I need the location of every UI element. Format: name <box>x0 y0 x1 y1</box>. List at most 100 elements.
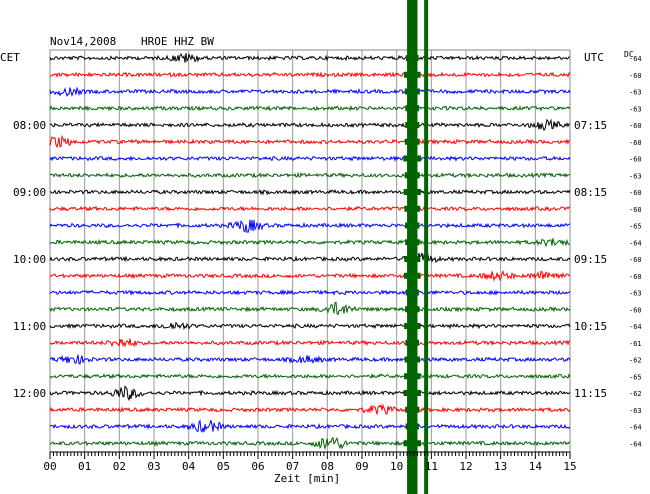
dc-offset-label: -63 <box>629 172 642 180</box>
x-tick-label: 01 <box>78 460 91 473</box>
dc-offset-label: -60 <box>629 156 642 164</box>
dc-offset-label: -64 <box>629 440 642 448</box>
seismic-traces <box>49 53 571 451</box>
right-time-label: 08:15 <box>574 186 607 199</box>
trace-line-21 <box>49 403 571 415</box>
saturation-burst <box>405 406 420 413</box>
x-tick-label: 11 <box>425 460 438 473</box>
trace-line-11 <box>49 238 570 248</box>
left-zone-label: CET <box>0 51 20 64</box>
left-time-label: 11:00 <box>13 320 46 333</box>
x-tick-label: 02 <box>113 460 126 473</box>
x-tick-label: 03 <box>147 460 160 473</box>
dc-offset-label: -61 <box>629 340 642 348</box>
x-axis: 00 01 02 03 04 05 06 07 08 09 10 11 12 13 14 15 <box>43 451 577 473</box>
saturation-burst <box>403 71 421 78</box>
right-time-label: 11:15 <box>574 387 607 400</box>
trace-line-15 <box>49 301 571 316</box>
x-tick-label: 09 <box>355 460 368 473</box>
left-time-label: 08:00 <box>13 119 46 132</box>
saturation-burst <box>405 339 420 346</box>
saturation-burst <box>404 172 420 179</box>
trace-line-12 <box>49 252 571 264</box>
x-tick-label: 04 <box>182 460 196 473</box>
labels: Nov14,2008 HROE HHZ BW CET UTC DC Zeit [… <box>0 35 642 485</box>
x-tick-label: 07 <box>286 460 299 473</box>
saturation-burst <box>403 440 421 447</box>
right-time-label: 09:15 <box>574 253 607 266</box>
dc-offset-label: -65 <box>629 223 642 231</box>
dc-label: DC <box>624 50 634 59</box>
saturation-burst <box>404 138 420 145</box>
saturation-burst <box>404 205 421 212</box>
trace-line-20 <box>49 385 571 402</box>
trace-line-17 <box>49 338 571 348</box>
trace-line-16 <box>49 321 571 331</box>
saturation-burst <box>405 306 420 313</box>
saturation-band <box>407 0 418 494</box>
saturation-burst <box>405 289 419 296</box>
saturation-overlay <box>403 0 429 494</box>
saturation-burst <box>404 88 420 95</box>
saturation-burst <box>404 323 421 329</box>
header-station: HROE HHZ BW <box>141 35 214 48</box>
saturation-burst <box>405 105 420 112</box>
dc-offset-label: -60 <box>629 139 642 147</box>
x-tick-label: 08 <box>321 460 334 473</box>
saturation-burst <box>404 373 421 380</box>
dc-offset-label: -60 <box>629 189 642 197</box>
trace-line-14 <box>49 288 571 296</box>
trace-line-19 <box>49 373 571 380</box>
saturation-burst <box>403 155 422 162</box>
trace-line-3 <box>49 104 571 112</box>
saturation-burst <box>403 390 421 396</box>
saturation-burst <box>403 272 421 279</box>
saturation-burst <box>405 122 420 128</box>
dc-offset-label: -62 <box>629 357 642 365</box>
trace-line-5 <box>49 134 571 149</box>
right-time-label: 07:15 <box>574 119 607 132</box>
right-zone-label: UTC <box>584 51 604 64</box>
grid <box>49 49 571 453</box>
trace-line-13 <box>49 269 571 282</box>
dc-offset-label: -64 <box>629 239 642 247</box>
trace-line-18 <box>49 354 571 365</box>
trace-line-7 <box>49 171 571 179</box>
dc-offset-label: -63 <box>629 89 642 97</box>
dc-offset-label: -64 <box>629 424 642 432</box>
dc-offset-label: -63 <box>629 407 642 415</box>
left-time-label: 09:00 <box>13 186 46 199</box>
dc-offset-label: -60 <box>629 273 642 281</box>
dc-offset-label: -63 <box>629 105 642 113</box>
left-time-label: 10:00 <box>13 253 46 266</box>
trace-line-22 <box>49 419 571 433</box>
saturation-burst <box>403 189 421 195</box>
x-tick-label: 10 <box>390 460 403 473</box>
left-time-label: 12:00 <box>13 387 46 400</box>
dc-offset-label: -60 <box>629 256 642 264</box>
x-tick-label: 00 <box>43 460 56 473</box>
saturation-burst <box>405 423 419 430</box>
saturation-burst <box>404 256 421 262</box>
trace-line-8 <box>49 189 571 196</box>
x-tick-label: 13 <box>494 460 507 473</box>
saturation-burst <box>405 239 420 246</box>
dc-offset-label: -63 <box>629 290 642 298</box>
trace-line-1 <box>49 71 571 78</box>
trace-line-2 <box>49 86 571 98</box>
trace-line-10 <box>49 219 571 233</box>
saturation-burst <box>404 356 420 363</box>
saturation-line <box>424 0 429 494</box>
saturation-burst <box>405 222 420 229</box>
x-axis-label: Zeit [min] <box>274 472 340 485</box>
trace-line-23 <box>49 436 571 451</box>
trace-line-9 <box>49 205 571 212</box>
dc-offset-label: -64 <box>629 55 642 63</box>
dc-offset-label: -60 <box>629 72 642 80</box>
dc-offset-label: -64 <box>629 323 642 331</box>
right-time-label: 10:15 <box>574 320 607 333</box>
x-tick-label: 06 <box>251 460 264 473</box>
dc-offset-label: -60 <box>629 122 642 130</box>
x-tick-label: 12 <box>459 460 472 473</box>
